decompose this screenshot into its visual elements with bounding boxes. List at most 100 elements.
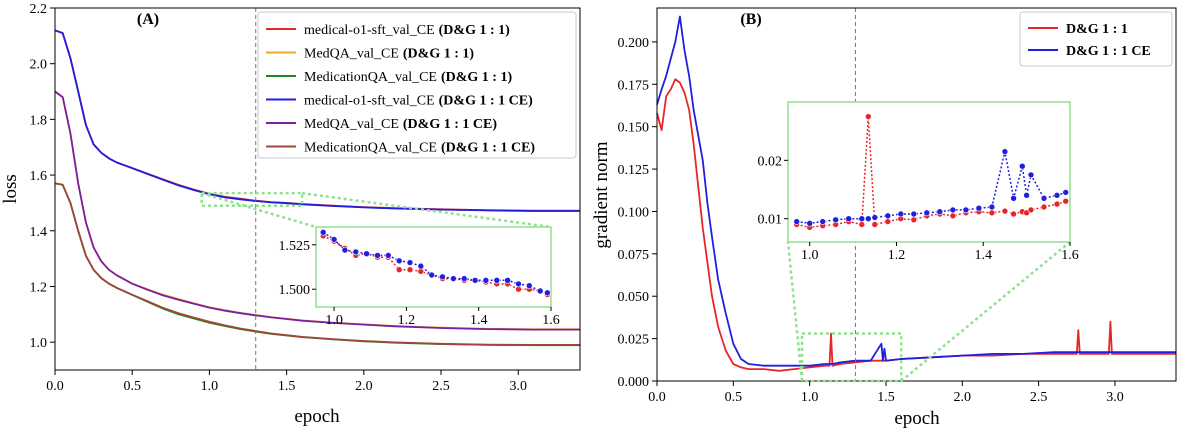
inset-point	[806, 220, 814, 227]
x-tick-label: 0.5	[725, 390, 743, 405]
panel-b-ylabel: gradient norm	[591, 141, 612, 248]
y-tick-label: 0.000	[618, 375, 650, 390]
x-tick-label: 1.0	[801, 390, 819, 405]
inset-y-tick-label: 0.01	[758, 213, 783, 228]
inset-point	[395, 257, 403, 265]
x-tick-label: 0.0	[46, 379, 64, 394]
legend-series-name: medical-o1-sft_val_CE	[304, 94, 435, 109]
inset-point	[832, 216, 840, 224]
inset-point	[450, 275, 457, 282]
inset-point	[1040, 195, 1048, 202]
panel-b-label: (B)	[740, 11, 761, 28]
inset-point	[897, 210, 905, 218]
legend-series-name: MedicationQA_val_CE	[304, 141, 437, 156]
series-line-5	[54, 90, 580, 331]
inset-point	[406, 266, 414, 274]
inset-point	[988, 203, 996, 211]
y-tick-label: 1.6	[30, 169, 48, 184]
inset-point	[352, 248, 360, 256]
legend-series-tag: (D&G 1 : 1 CE)	[441, 141, 535, 156]
y-tick-label: 0.150	[618, 121, 650, 136]
inset-point	[1062, 189, 1069, 196]
inset-point	[871, 214, 879, 221]
inset-y-tick-label: 0.02	[758, 154, 783, 169]
panel-b-legend-box	[1019, 11, 1173, 67]
inset-point	[515, 280, 522, 288]
inset-point	[363, 250, 370, 257]
x-tick-label: 2.5	[1030, 390, 1048, 405]
y-tick-label: 1.2	[30, 280, 48, 295]
legend-series-tag: (D&G 1 : 1 CE)	[439, 94, 533, 109]
y-tick-label: 1.8	[30, 113, 48, 128]
panel-a-xlabel: epoch	[294, 406, 340, 427]
inset-point	[962, 206, 970, 214]
inset-point	[384, 252, 392, 259]
inset-point	[1001, 148, 1009, 155]
inset-point	[504, 276, 511, 284]
inset-point	[544, 289, 551, 297]
inset-point	[1053, 192, 1061, 199]
inset-point	[1053, 200, 1061, 208]
inset-point	[482, 276, 490, 284]
inset-point	[1010, 195, 1017, 202]
y-tick-label: 0.125	[618, 163, 650, 178]
inset-point	[936, 208, 944, 215]
panel-b-axes-frame	[656, 7, 1177, 382]
legend-entry-3: MedicationQA_val_CE (D&G 1 : 1)	[304, 70, 512, 85]
legend-entry-2: MedQA_val_CE (D&G 1 : 1)	[304, 47, 474, 62]
x-tick-label: 2.0	[954, 390, 972, 405]
legend-entry-4: medical-o1-sft_val_CE (D&G 1 : 1 CE)	[304, 94, 533, 109]
zoom-source-box	[800, 332, 903, 383]
inset-point	[864, 215, 872, 222]
inset-point	[319, 229, 327, 236]
zoom-connector-right	[900, 241, 1071, 382]
y-tick-label: 2.2	[30, 2, 48, 17]
inset-point	[395, 266, 403, 274]
inset-point	[1040, 203, 1048, 211]
inset-point	[417, 262, 425, 270]
zoom-source-box	[200, 191, 304, 207]
legend-entry-5: MedQA_val_CE (D&G 1 : 1 CE)	[304, 117, 497, 132]
inset-point	[910, 216, 918, 224]
y-tick-label: 1.4	[30, 225, 48, 240]
inset-point	[493, 276, 501, 284]
inset-series-line-1	[322, 235, 548, 296]
inset-y-tick-label: 1.525	[279, 239, 311, 254]
inset-point	[439, 273, 446, 281]
inset-x-tick-label: 1.4	[470, 313, 488, 328]
inset-point	[819, 218, 827, 225]
legend-entry-6: MedicationQA_val_CE (D&G 1 : 1 CE)	[304, 141, 535, 156]
legend-series-name: D&G 1 : 1	[1066, 22, 1128, 37]
inset-x-tick-label: 1.0	[325, 313, 343, 328]
series-line-1	[656, 78, 1176, 372]
panel-b-xlabel: epoch	[894, 408, 940, 429]
x-tick-label: 1.5	[278, 379, 296, 394]
legend-series-name: MedicationQA_val_CE	[304, 70, 437, 85]
inset-point	[975, 204, 983, 212]
inset-point	[1027, 206, 1035, 214]
legend-series-name: MedQA_val_CE	[304, 117, 399, 132]
inset-x-tick-label: 1.2	[888, 248, 906, 263]
zoom-connector-left	[786, 241, 804, 382]
inset-point	[884, 212, 892, 220]
inset-point	[460, 275, 468, 282]
inset-x-tick-label: 1.2	[398, 313, 416, 328]
inset-point	[949, 206, 957, 214]
inset-point	[1010, 210, 1017, 218]
y-tick-label: 0.200	[618, 36, 650, 51]
legend-entry-1: D&G 1 : 1	[1066, 22, 1128, 37]
inset-point	[1062, 197, 1069, 205]
x-tick-label: 0.5	[123, 379, 141, 394]
panel-a-label: (A)	[137, 11, 159, 28]
legend-entry-1: medical-o1-sft_val_CE (D&G 1 : 1)	[304, 23, 510, 38]
legend-series-name: MedQA_val_CE	[304, 47, 399, 62]
inset-frame	[315, 226, 552, 308]
inset-point	[1023, 192, 1030, 199]
inset-point	[910, 210, 918, 218]
inset-point	[525, 282, 533, 290]
y-tick-label: 0.100	[618, 205, 650, 220]
panel-a-axes-frame	[54, 7, 581, 371]
inset-series-line-2	[322, 231, 548, 294]
y-tick-label: 0.075	[618, 248, 650, 263]
inset-point	[341, 246, 349, 254]
